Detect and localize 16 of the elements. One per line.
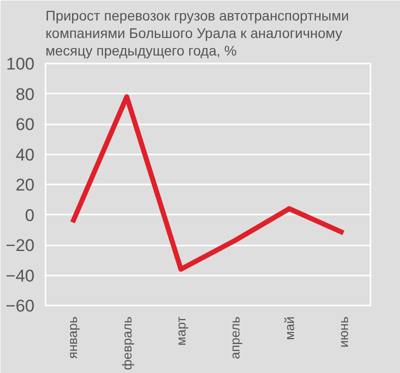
y-tick-label: −60 <box>6 296 35 316</box>
x-tick-label: апрель <box>228 316 243 360</box>
y-tick-label: −20 <box>6 236 35 255</box>
y-tick-label: 0 <box>25 206 35 225</box>
y-tick-label: 60 <box>16 115 35 134</box>
x-tick-label: февраль <box>119 316 134 370</box>
y-tick-label: 80 <box>16 84 35 104</box>
y-tick-label: −40 <box>6 266 35 286</box>
x-tick-label: июнь <box>336 316 351 348</box>
x-tick-label: май <box>282 316 297 340</box>
x-tick-label: январь <box>65 316 80 359</box>
chart-title: Прирост перевозок грузов автотранспортными компаниями Большого Урала к аналогичному месяцу предыдущего года, % <box>46 7 349 58</box>
y-tick-label: 100 <box>6 54 35 74</box>
y-tick-label: 40 <box>16 145 35 164</box>
y-tick-label: 20 <box>16 176 35 194</box>
x-tick-label: март <box>173 316 188 346</box>
